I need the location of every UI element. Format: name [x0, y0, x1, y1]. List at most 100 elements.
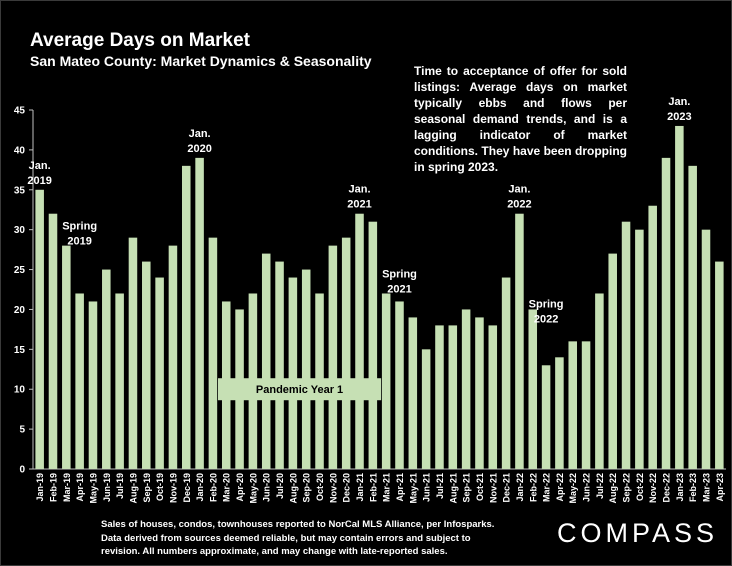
y-tick-label: 30 — [14, 225, 26, 236]
x-tick-label: Apr-21 — [395, 473, 405, 502]
bar — [208, 237, 218, 469]
x-tick-label: Dec-21 — [502, 473, 512, 503]
x-tick-label: Apr-23 — [715, 473, 725, 502]
bar — [168, 245, 178, 469]
bar — [48, 213, 58, 469]
bar — [115, 293, 124, 469]
x-tick-label: Jun-20 — [262, 473, 272, 502]
bar-annotation: Jan. — [29, 160, 51, 172]
x-tick-label: May-20 — [248, 473, 258, 504]
x-tick-label: Oct-21 — [475, 473, 485, 501]
x-tick-label: Sep-21 — [462, 473, 472, 503]
bar-annotation: Spring — [382, 268, 417, 280]
bar — [288, 277, 298, 469]
bar — [581, 341, 591, 469]
bar — [461, 309, 471, 469]
x-tick-label: Mar-23 — [702, 473, 712, 502]
x-tick-label: Jul-22 — [595, 473, 605, 499]
bar — [661, 157, 671, 469]
bar — [635, 229, 644, 469]
bar — [368, 221, 378, 469]
bar — [528, 309, 538, 469]
x-tick-label: Sep-22 — [622, 473, 632, 503]
x-tick-label: Jul-19 — [115, 473, 125, 499]
period-label-box — [217, 378, 382, 401]
bar — [621, 221, 631, 469]
bar — [421, 349, 431, 469]
x-tick-label: Oct-20 — [315, 473, 325, 501]
bar — [155, 277, 164, 469]
bar-annotation: 2021 — [347, 199, 371, 211]
x-tick-label: Nov-20 — [328, 473, 338, 503]
x-tick-label: May-19 — [88, 473, 98, 504]
bar-annotation: Jan. — [668, 96, 690, 108]
bar — [355, 213, 364, 469]
bar — [408, 317, 418, 469]
x-tick-label: Apr-20 — [235, 473, 245, 502]
x-tick-label: May-21 — [408, 473, 418, 504]
x-tick-label: Oct-19 — [155, 473, 165, 501]
y-tick-label: 15 — [14, 345, 26, 356]
chart-title: Average Days on Market — [30, 30, 251, 51]
x-tick-label: Jul-21 — [435, 473, 445, 499]
bar — [328, 245, 338, 469]
x-tick-label: Jan-22 — [515, 473, 525, 502]
bar — [448, 325, 458, 469]
x-tick-label: Jan-19 — [35, 473, 45, 502]
bar-annotation: Spring — [529, 299, 564, 311]
chart-subtitle: San Mateo County: Market Dynamics & Seas… — [30, 53, 372, 69]
x-tick-label: Aug-21 — [448, 473, 458, 504]
source-footnote: Sales of houses, condos, townhouses repo… — [101, 519, 495, 557]
bar — [488, 325, 498, 469]
bar-annotation: Spring — [62, 220, 97, 232]
x-tick-label: Apr-19 — [75, 473, 85, 502]
bar — [595, 293, 604, 469]
bar — [261, 253, 271, 469]
bar-annotation: Jan. — [189, 128, 211, 140]
x-tick-label: Mar-21 — [382, 473, 392, 502]
x-tick-label: Jun-22 — [582, 473, 592, 502]
chart-note: Time to acceptance of offer for sold lis… — [414, 64, 627, 174]
x-tick-label: Feb-20 — [208, 473, 218, 502]
x-tick-label: Nov-21 — [488, 473, 498, 503]
x-tick-label: Jun-19 — [102, 473, 112, 502]
x-tick-label: Sep-20 — [302, 473, 312, 503]
x-tick-label: Mar-20 — [222, 473, 232, 502]
x-tick-label: Aug-22 — [608, 473, 618, 504]
x-tick-label: Apr-22 — [555, 473, 565, 502]
x-tick-label: Dec-22 — [662, 473, 672, 503]
y-tick-label: 5 — [19, 425, 25, 436]
bar — [381, 293, 391, 469]
y-tick-label: 25 — [14, 265, 26, 276]
x-tick-label: Nov-19 — [168, 473, 178, 503]
x-tick-label: Oct-22 — [635, 473, 645, 501]
x-tick-label: Jan-21 — [355, 473, 365, 502]
bar-annotation: 2021 — [387, 283, 411, 295]
bar-annotation: 2019 — [67, 235, 91, 247]
bar — [75, 293, 84, 469]
compass-logo: COMPASS — [557, 518, 719, 548]
bar-annotation: 2019 — [27, 175, 51, 187]
bar — [128, 237, 138, 469]
bar-annotation: 2023 — [667, 111, 691, 123]
bar — [648, 205, 657, 469]
bar — [608, 253, 617, 469]
x-tick-label: May-22 — [568, 473, 578, 504]
y-tick-label: 40 — [14, 145, 26, 156]
x-tick-label: Mar-19 — [62, 473, 72, 502]
bar-annotation: 2022 — [534, 314, 558, 326]
bar — [181, 165, 191, 469]
bar — [701, 229, 711, 469]
bar-annotation: Jan. — [508, 184, 530, 196]
bar — [541, 365, 551, 469]
x-tick-label: Jul-20 — [275, 473, 285, 499]
x-tick-label: Feb-23 — [688, 473, 698, 502]
bar-annotation: Jan. — [349, 184, 371, 196]
x-tick-label: Jan-23 — [675, 473, 685, 502]
bar — [35, 189, 44, 469]
bar — [142, 261, 151, 469]
bar — [341, 237, 351, 469]
x-tick-label: Dec-19 — [182, 473, 192, 503]
bar — [675, 125, 684, 469]
